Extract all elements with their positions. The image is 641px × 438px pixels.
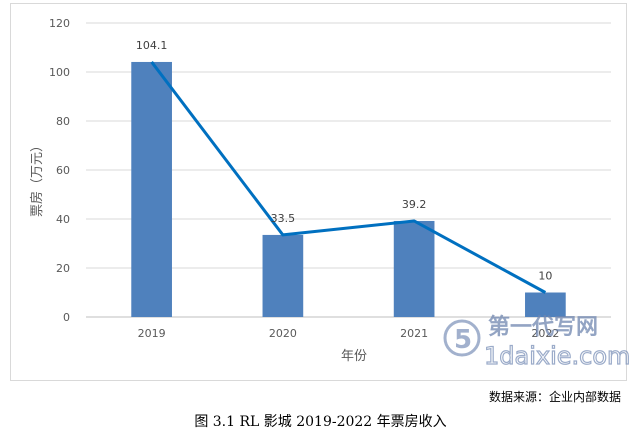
y-tick-label: 40: [56, 213, 70, 226]
watermark-text-url: 1daixie.com: [484, 342, 630, 370]
bar: [525, 292, 566, 317]
y-tick-label: 20: [56, 262, 70, 275]
chart-frame: 0 20 40 60 80 100 120 104.1 33.5 39.2 10 2019 2020…: [10, 3, 627, 381]
data-labels: 104.1 33.5 39.2 10: [136, 39, 553, 283]
x-tick-label: 2022: [531, 327, 559, 340]
x-axis-ticks: 2019 2020 2021 2022: [138, 327, 560, 340]
y-tick-label: 100: [49, 66, 70, 79]
x-tick-label: 2021: [400, 327, 428, 340]
bar: [262, 234, 304, 317]
data-label: 33.5: [271, 212, 296, 225]
data-label: 39.2: [402, 198, 427, 211]
gridlines: [86, 22, 611, 318]
data-label: 10: [538, 270, 552, 283]
y-tick-label: 80: [56, 115, 70, 128]
source-note: 数据来源：企业内部数据: [488, 390, 621, 404]
y-tick-label: 0: [63, 311, 70, 324]
x-axis-title: 年份: [341, 349, 367, 364]
y-axis-ticks: 0 20 40 60 80 100 120: [49, 17, 70, 324]
y-axis-title: 票房（万元）: [29, 139, 45, 217]
x-tick-label: 2019: [138, 327, 166, 340]
y-tick-label: 60: [56, 164, 70, 177]
series-line: [150, 61, 547, 294]
bar-line-chart: 0 20 40 60 80 100 120 104.1 33.5 39.2 10 2019 2020…: [29, 17, 611, 364]
x-tick-label: 2020: [269, 327, 297, 340]
bar: [131, 61, 172, 317]
trend-line: [150, 61, 547, 294]
figure-caption: 图 3.1 RL 影城 2019-2022 年票房收入: [194, 414, 447, 430]
bars: [131, 61, 566, 317]
watermark-logo: 5 第一代写网 1daixie.com: [443, 314, 630, 371]
data-label: 104.1: [136, 39, 168, 52]
bar: [393, 220, 435, 317]
y-tick-label: 120: [49, 17, 70, 30]
watermark-text-cn: 第一代写网: [488, 314, 598, 340]
svg-text:5: 5: [454, 325, 472, 355]
